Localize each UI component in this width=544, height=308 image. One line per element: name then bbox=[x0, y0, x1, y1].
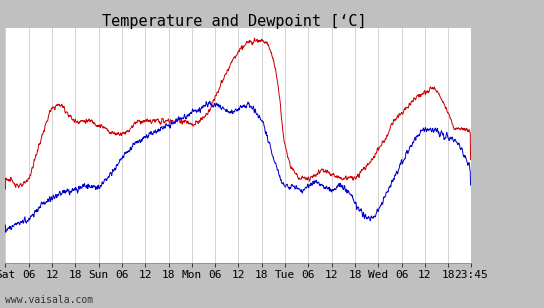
Text: Temperature and Dewpoint [‘C]: Temperature and Dewpoint [‘C] bbox=[102, 14, 366, 29]
Text: www.vaisala.com: www.vaisala.com bbox=[5, 295, 94, 305]
